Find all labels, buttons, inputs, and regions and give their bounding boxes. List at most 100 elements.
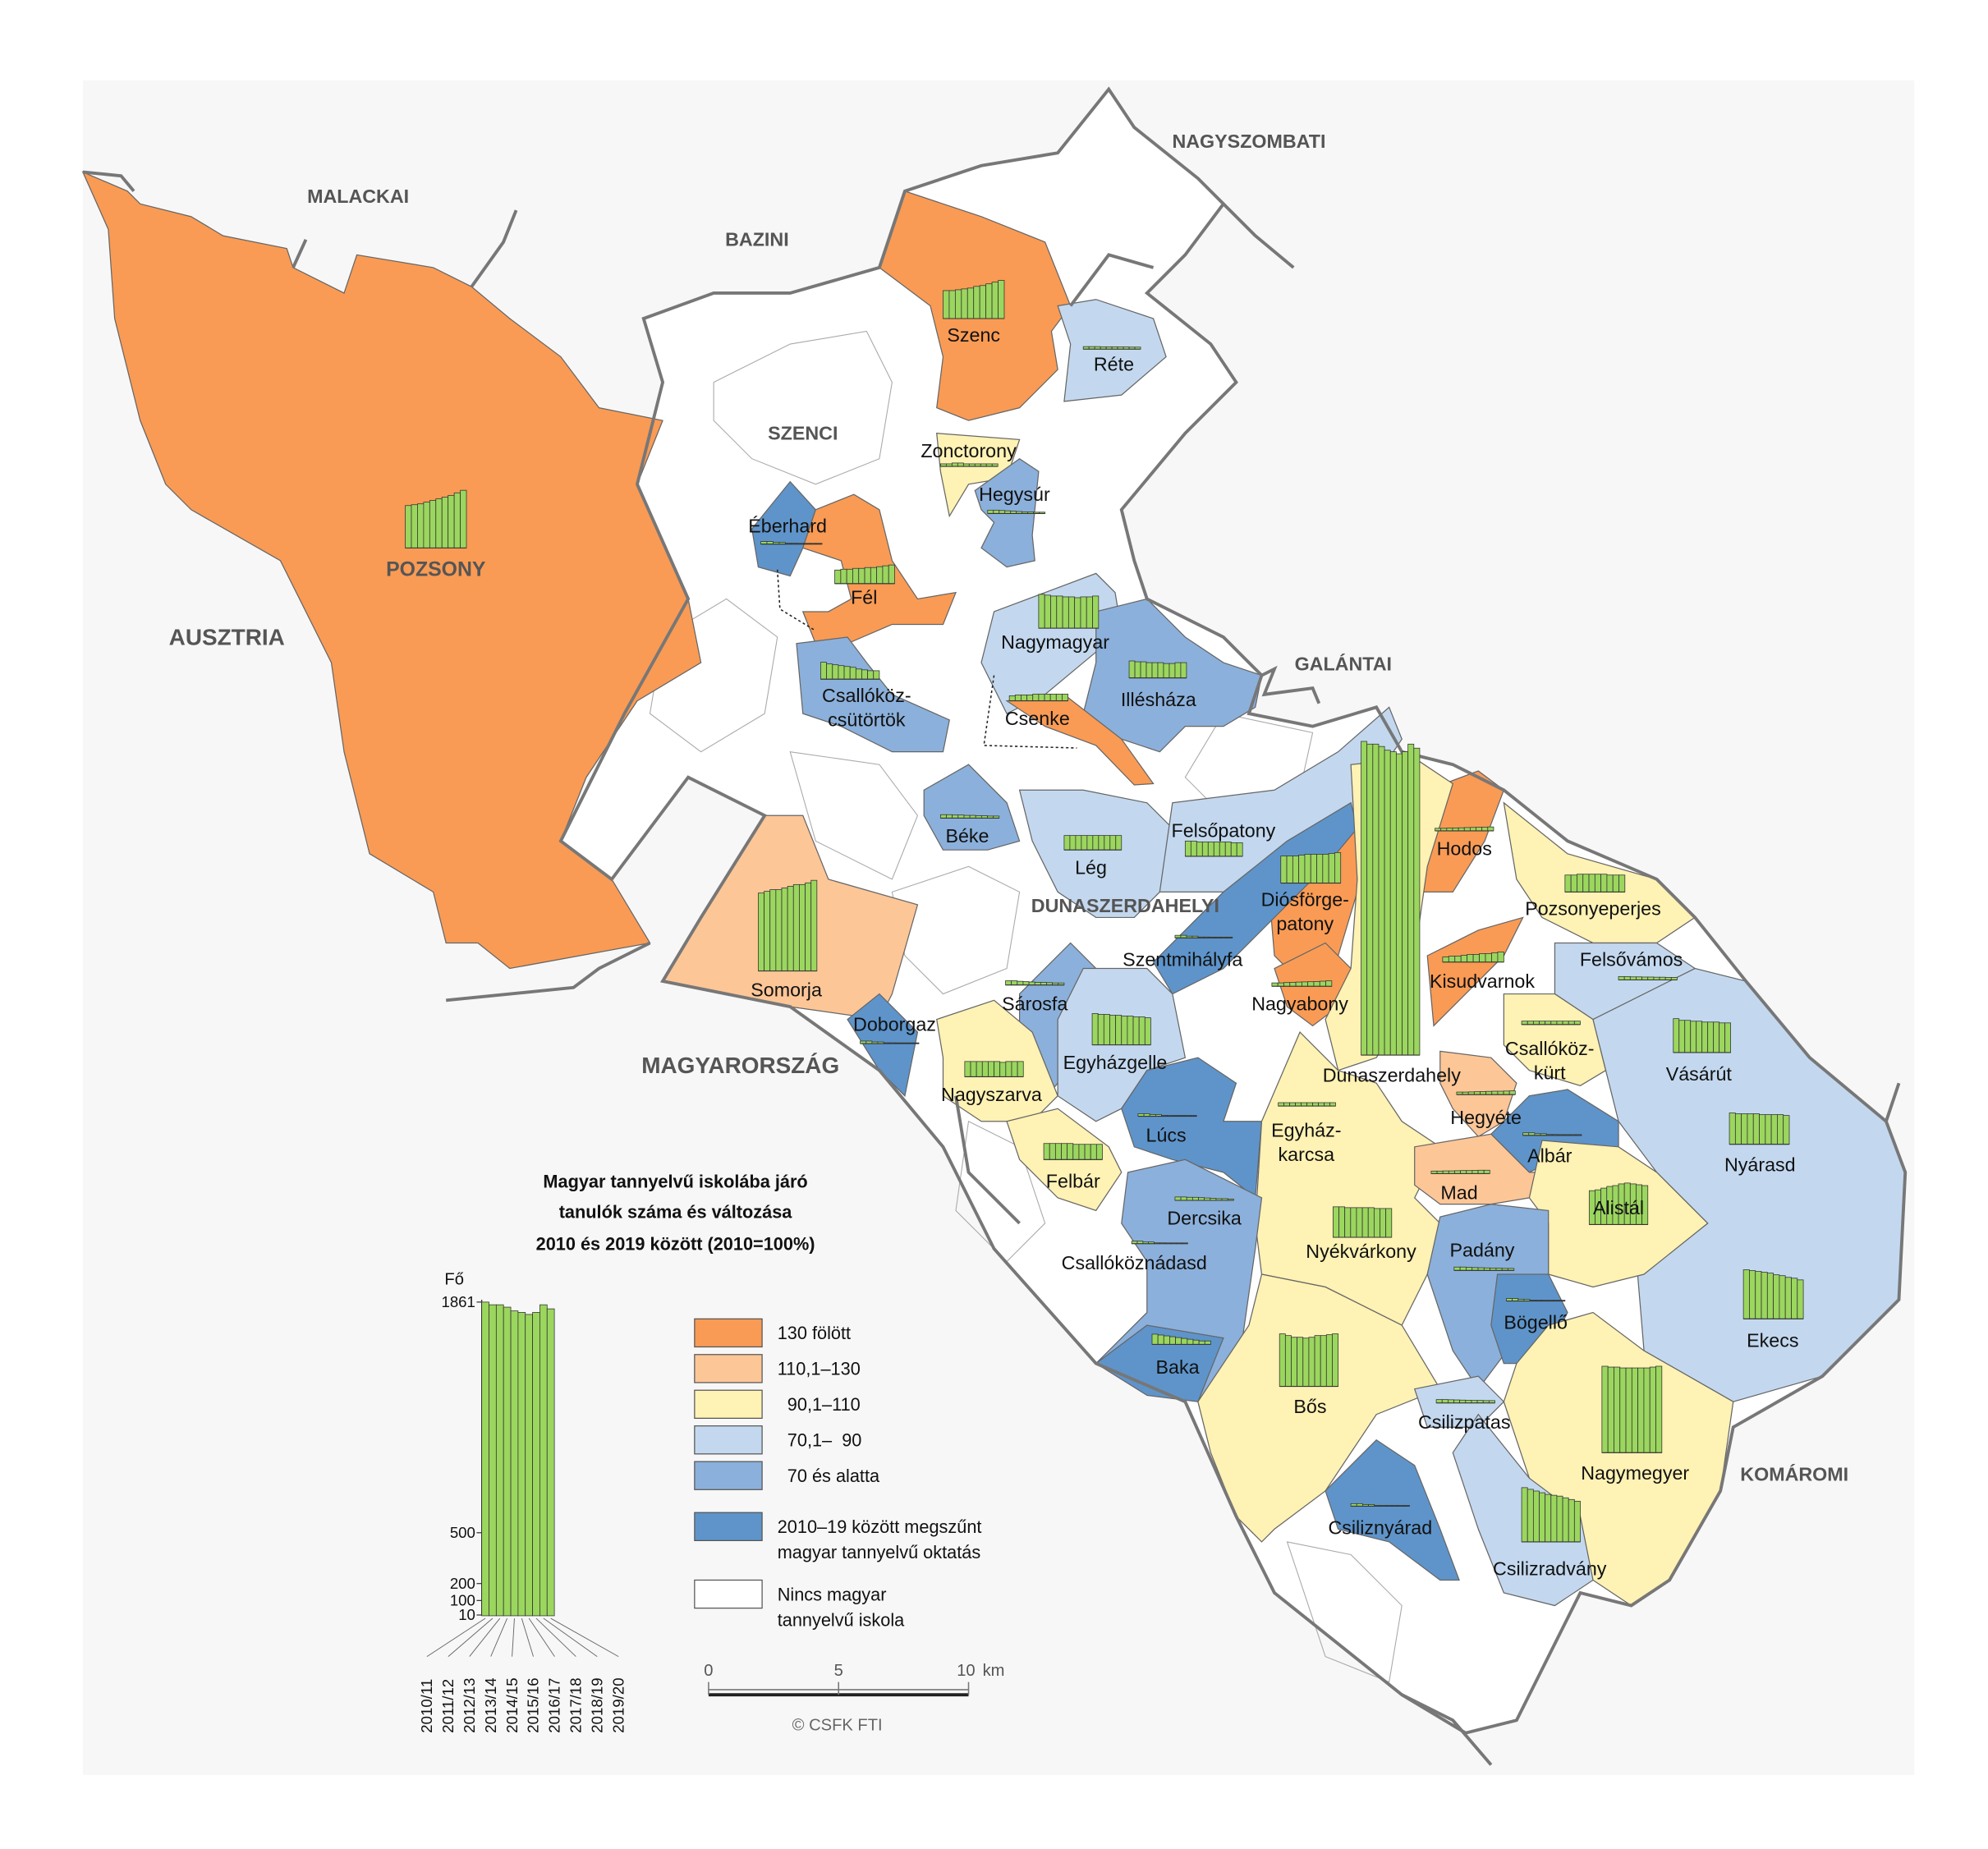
mini-bar: [460, 489, 467, 548]
mini-chart-ekecs: [1742, 1269, 1804, 1319]
mini-bar: [1749, 1270, 1756, 1319]
mini-bar: [1729, 1113, 1736, 1145]
mini-bar: [1521, 1021, 1528, 1025]
mini-bar: [1038, 594, 1045, 629]
legend-bar: [481, 1301, 489, 1617]
mini-chart-re-te: [1082, 346, 1141, 350]
mini-bar: [1115, 835, 1123, 851]
mini-bar: [1207, 842, 1214, 857]
mini-bar: [1086, 835, 1094, 851]
mini-bar: [1582, 874, 1590, 892]
mini-bar: [985, 283, 993, 319]
legend-year-label: 2011/12: [439, 1679, 457, 1733]
mini-bar: [1191, 1196, 1199, 1201]
mini-chart-dunaszerdahely: [1361, 741, 1421, 1056]
mini-bar: [1081, 835, 1088, 851]
mini-bar: [1078, 1144, 1086, 1160]
legend-leader: [535, 1617, 576, 1657]
label-egyha-zkarcsa-line2: karcsa: [1279, 1144, 1335, 1165]
label-csenke: Csenke: [1005, 708, 1070, 729]
label-egyha-zkarcsa: Egyház-: [1271, 1119, 1341, 1140]
mini-bar: [1350, 1207, 1357, 1238]
mini-chart-felso-patony: [1184, 840, 1243, 857]
legend-label: Nincs magyar: [778, 1584, 887, 1604]
district-labels: MALACKAI BAZINI NAGYSZOMBATI SZENCI AUSZ…: [169, 131, 1848, 1484]
district-label: SZENCI: [768, 422, 838, 443]
label-hodos: Hodos: [1437, 837, 1492, 859]
mini-bar: [867, 670, 875, 680]
mini-bar: [1373, 1208, 1380, 1238]
mini-bar: [1588, 874, 1595, 892]
mini-bar: [1765, 1114, 1772, 1145]
mini-bar: [1277, 982, 1284, 987]
legend-year-label: 2016/17: [546, 1677, 563, 1732]
mini-bar: [1014, 694, 1022, 701]
mini-bar: [1103, 1014, 1110, 1046]
mini-bar: [1441, 1399, 1449, 1404]
mini-bar: [1022, 981, 1030, 986]
mini-bar: [1759, 1114, 1766, 1145]
mini-bar: [1333, 1206, 1339, 1238]
label-ekecs: Ekecs: [1747, 1329, 1798, 1351]
mini-bar: [1091, 1013, 1099, 1046]
mini-bar: [441, 497, 449, 548]
mini-bar: [1026, 694, 1034, 701]
label-csallo-ko-zku-rt: Csallóköz-: [1505, 1038, 1595, 1059]
mini-bar: [820, 662, 828, 680]
mini-bar: [1356, 1207, 1363, 1238]
boundary-line: [292, 238, 308, 268]
label-felso-patony: Felsőpatony: [1172, 820, 1276, 842]
mini-bar: [946, 814, 953, 819]
label-mad: Mad: [1440, 1181, 1477, 1203]
mini-bar: [1479, 953, 1486, 963]
district-border: [82, 86, 1908, 1766]
mini-bar: [1314, 1335, 1321, 1387]
mini-bar: [1797, 1279, 1804, 1319]
mini-bar: [1320, 1335, 1327, 1387]
mini-bar: [957, 462, 964, 467]
mini-bar: [1289, 982, 1297, 987]
mini-bar: [1701, 1021, 1709, 1053]
legend-axis-tick: 200: [450, 1575, 475, 1592]
mini-bar: [1329, 1102, 1336, 1107]
mini-bar: [1344, 1207, 1352, 1238]
region-csenke: [1005, 694, 1155, 786]
district-label: BAZINI: [725, 229, 789, 250]
label-baka: Baka: [1156, 1356, 1200, 1378]
mini-bar: [1508, 1090, 1516, 1095]
mini-bar: [855, 668, 862, 680]
legend-title-line: 2010 és 2019 között (2010=100%): [536, 1234, 815, 1255]
mini-bar: [1545, 1493, 1552, 1543]
legend-axis-tick: 1861: [441, 1293, 475, 1310]
mini-bar: [1612, 874, 1619, 892]
mini-bar: [1312, 1102, 1319, 1107]
mini-chart-le-g: [1063, 835, 1123, 851]
municipality-boundary: [891, 865, 1021, 995]
mini-bar: [453, 492, 461, 548]
mini-bar: [1279, 1333, 1286, 1387]
region-zonctorony: [936, 433, 1021, 518]
mini-bar: [1190, 840, 1197, 857]
region-doborgaz: [847, 993, 919, 1097]
mini-bar: [840, 568, 847, 585]
mini-chart-kisudvarnok: [1442, 951, 1504, 963]
mini-bar: [1477, 1169, 1485, 1174]
mini-bar: [1187, 1338, 1194, 1345]
mini-bar: [943, 290, 950, 319]
boundary-line: [1222, 202, 1295, 269]
mini-bar: [1673, 1018, 1680, 1053]
label-csallo-ko-zna-dasd: Csallóköznádasd: [1062, 1252, 1207, 1273]
mini-bar: [1144, 1017, 1151, 1046]
mini-bar: [1741, 1113, 1748, 1145]
mini-bar: [1618, 975, 1625, 980]
mini-bar: [861, 669, 868, 680]
label-csallo-ko-zku-rt-line2: kürt: [1534, 1062, 1566, 1084]
mini-bar: [952, 814, 959, 819]
mini-bar: [1467, 954, 1474, 963]
mini-chart-fe-l: [834, 564, 895, 585]
mini-chart-csiliznya-rad: [1350, 1503, 1410, 1507]
label-bo-gello: Bögellő: [1504, 1312, 1568, 1333]
mini-bar: [948, 290, 956, 319]
mini-bar: [1032, 693, 1040, 701]
mini-bar: [1619, 1367, 1627, 1453]
